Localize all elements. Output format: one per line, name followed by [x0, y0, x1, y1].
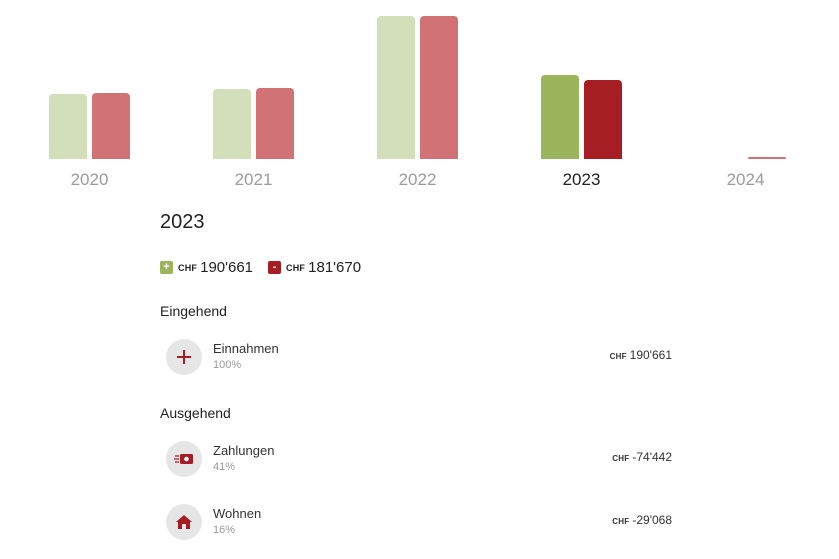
list-item-wohnen[interactable]: Wohnen 16% CHF -29'068: [166, 504, 676, 544]
income-badge-icon: +: [160, 261, 173, 274]
bar-expense-2020[interactable]: [92, 93, 130, 159]
item-percentage: 16%: [213, 524, 236, 536]
item-currency: CHF: [612, 517, 630, 526]
bar-income-2023[interactable]: [541, 75, 579, 159]
item-amount: CHF 190'661: [610, 348, 672, 362]
bar-expense-2022[interactable]: [420, 16, 458, 159]
expense-total: 181'670: [308, 259, 362, 276]
yearly-bar-chart: 2020 2021 2022 2023 2024: [0, 0, 839, 200]
income-currency: CHF: [178, 262, 198, 273]
selected-year-title: 2023: [160, 211, 205, 233]
year-tab-2023[interactable]: 2023: [562, 170, 601, 189]
bar-expense-2021[interactable]: [256, 88, 294, 159]
item-amount-value: -29'068: [632, 513, 672, 527]
year-totals: + CHF 190'661 - CHF 181'670: [160, 259, 361, 276]
year-tab-2022[interactable]: 2022: [398, 170, 437, 189]
year-tab-2021[interactable]: 2021: [234, 170, 273, 189]
bar-income-2021[interactable]: [213, 89, 251, 159]
bar-income-2020[interactable]: [49, 94, 87, 159]
list-item-zahlungen[interactable]: Zahlungen 41% CHF -74'442: [166, 441, 676, 481]
year-tab-2020[interactable]: 2020: [70, 170, 109, 189]
item-label: Zahlungen: [213, 443, 275, 458]
item-amount: CHF -29'068: [612, 513, 672, 527]
plus-icon: [166, 339, 202, 375]
item-percentage: 100%: [213, 359, 242, 371]
item-label: Wohnen: [213, 506, 262, 521]
income-total: 190'661: [200, 259, 254, 276]
money-transfer-icon: [166, 441, 202, 477]
bar-expense-2024[interactable]: [748, 157, 786, 159]
item-currency: CHF: [612, 454, 630, 463]
incoming-heading: Eingehend: [160, 303, 227, 319]
item-label: Einnahmen: [213, 341, 279, 356]
house-icon: [166, 504, 202, 540]
outgoing-heading: Ausgehend: [160, 405, 231, 421]
item-amount: CHF -74'442: [612, 450, 672, 464]
year-tab-2024[interactable]: 2024: [726, 170, 765, 189]
item-amount-value: -74'442: [632, 450, 672, 464]
item-amount-value: 190'661: [629, 348, 672, 362]
expense-badge-icon: -: [268, 261, 282, 274]
expense-currency: CHF: [286, 262, 306, 273]
item-currency: CHF: [609, 352, 627, 361]
item-percentage: 41%: [213, 461, 236, 473]
bar-expense-2023[interactable]: [584, 80, 622, 159]
bar-income-2022[interactable]: [377, 16, 415, 159]
list-item-einnahmen[interactable]: Einnahmen 100% CHF 190'661: [166, 339, 676, 379]
